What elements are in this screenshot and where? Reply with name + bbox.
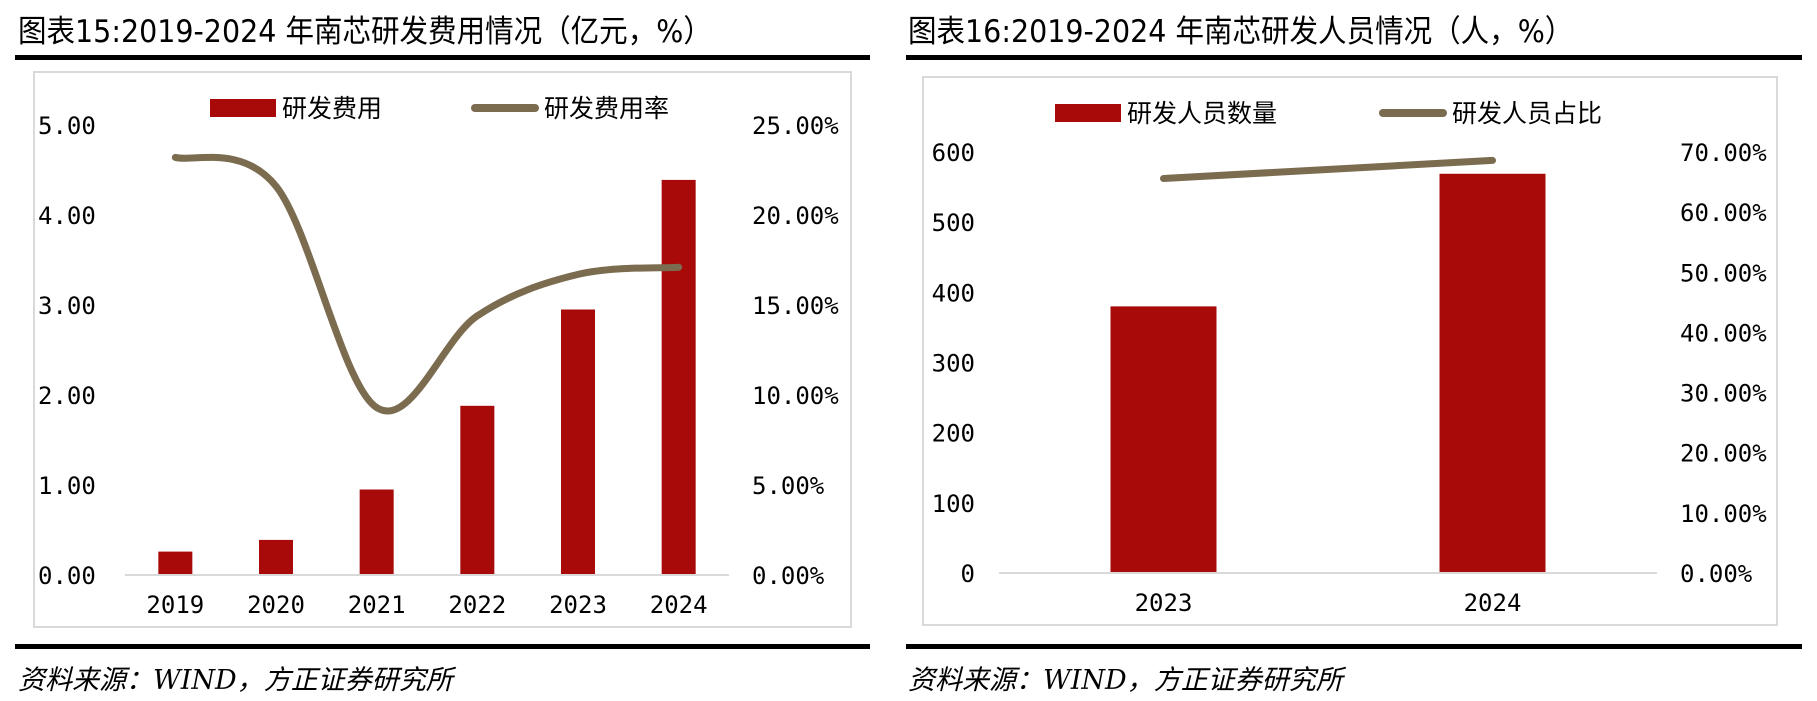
left-chart-frame bbox=[33, 71, 852, 628]
x-axis-tick-label: 2024 bbox=[1464, 589, 1522, 617]
y-axis-tick-label: 600 bbox=[932, 139, 975, 167]
left-chart: 0.00 1.00 2.00 3.00 4.00 5.00 0.00% 5.00% 10.00%… bbox=[38, 94, 839, 619]
x-axis-tick-label: 2020 bbox=[247, 591, 305, 619]
y2-axis-tick-label: 10.00% bbox=[752, 382, 839, 410]
y2-axis-tick-label: 30.00% bbox=[1680, 380, 1767, 408]
y2-axis-tick-label: 15.00% bbox=[752, 292, 839, 320]
x-axis-tick-label: 2022 bbox=[448, 591, 506, 619]
y2-axis-tick-label: 0.00% bbox=[752, 562, 825, 590]
bar-2024 bbox=[1439, 173, 1546, 574]
y2-axis-tick-label: 60.00% bbox=[1680, 199, 1767, 227]
y2-axis-tick-label: 0.00% bbox=[1680, 560, 1753, 588]
bar-2024 bbox=[661, 179, 696, 575]
y-axis-tick-label: 200 bbox=[932, 420, 975, 448]
legend-bar-label: 研发费用 bbox=[282, 94, 382, 123]
y2-axis-tick-label: 25.00% bbox=[752, 112, 839, 140]
y-axis-tick-label: 1.00 bbox=[38, 472, 96, 500]
bar-2020 bbox=[259, 539, 293, 575]
legend-bar-swatch bbox=[1055, 104, 1121, 122]
y-axis-tick-label: 400 bbox=[932, 279, 975, 307]
y-axis-tick-label: 0 bbox=[961, 560, 975, 588]
right-title-rule bbox=[906, 55, 1802, 60]
x-axis-tick-label: 2023 bbox=[1135, 589, 1193, 617]
right-chart-title: 图表16:2019-2024 年南芯研发人员情况（人，%） bbox=[908, 14, 1574, 50]
line-series-研发费用率 bbox=[171, 153, 683, 415]
legend-bar-swatch bbox=[210, 99, 276, 117]
x-axis-tick-label: 2023 bbox=[549, 591, 607, 619]
legend-line-label: 研发费用率 bbox=[544, 94, 669, 123]
legend-bar-label: 研发人员数量 bbox=[1127, 99, 1277, 128]
bar-2023 bbox=[561, 309, 595, 575]
line-series-研发人员占比 bbox=[1160, 156, 1496, 182]
bar-2019 bbox=[158, 551, 193, 575]
left-title-rule bbox=[15, 55, 870, 60]
right-source-note: 资料来源：WIND，方正证券研究所 bbox=[908, 665, 1343, 696]
y2-axis-tick-label: 70.00% bbox=[1680, 139, 1767, 167]
y-axis-tick-label: 0.00 bbox=[38, 562, 96, 590]
y-axis-tick-label: 500 bbox=[932, 209, 975, 237]
y-axis-tick-label: 4.00 bbox=[38, 202, 96, 230]
legend-line-label: 研发人员占比 bbox=[1452, 99, 1602, 128]
y2-axis-tick-label: 40.00% bbox=[1680, 319, 1767, 347]
y-axis-tick-label: 3.00 bbox=[38, 292, 96, 320]
y-axis-tick-label: 5.00 bbox=[38, 112, 96, 140]
y2-axis-tick-label: 20.00% bbox=[752, 202, 839, 230]
right-source-rule bbox=[906, 644, 1802, 649]
left-chart-title: 图表15:2019-2024 年南芯研发费用情况（亿元，%） bbox=[18, 14, 712, 50]
y2-axis-tick-label: 20.00% bbox=[1680, 440, 1767, 468]
y2-axis-tick-label: 5.00% bbox=[752, 472, 825, 500]
y2-axis-tick-label: 50.00% bbox=[1680, 259, 1767, 287]
bar-2021 bbox=[359, 489, 394, 575]
x-axis-tick-label: 2019 bbox=[146, 591, 204, 619]
bar-2022 bbox=[460, 405, 495, 575]
left-source-note: 资料来源：WIND，方正证券研究所 bbox=[18, 665, 453, 696]
bar-2023 bbox=[1110, 306, 1217, 573]
left-source-rule bbox=[15, 644, 870, 649]
x-axis-tick-label: 2024 bbox=[650, 591, 708, 619]
y2-axis-tick-label: 10.00% bbox=[1680, 500, 1767, 528]
y-axis-tick-label: 300 bbox=[932, 350, 975, 378]
y-axis-tick-label: 2.00 bbox=[38, 382, 96, 410]
x-axis-tick-label: 2021 bbox=[348, 591, 406, 619]
y-axis-tick-label: 100 bbox=[932, 490, 975, 518]
